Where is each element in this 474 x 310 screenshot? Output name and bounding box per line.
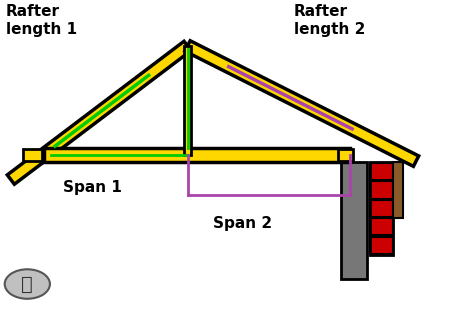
Bar [370,162,392,255]
Bar [341,162,366,279]
Bar [370,237,392,254]
Text: Span 2: Span 2 [213,216,273,232]
Polygon shape [185,41,419,166]
Polygon shape [44,148,350,162]
Bar [370,163,392,180]
Bar [370,181,392,199]
Polygon shape [184,46,191,155]
Circle shape [5,269,50,299]
Text: 𝐉: 𝐉 [21,275,33,294]
Bar [393,162,403,218]
Text: Rafter
length 2: Rafter length 2 [293,4,365,37]
Bar [23,149,42,161]
Bar [370,200,392,217]
Text: Span 1: Span 1 [63,179,121,195]
Polygon shape [7,41,191,184]
Bar [338,149,354,161]
Text: Rafter
length 1: Rafter length 1 [6,4,77,37]
Bar [370,218,392,236]
